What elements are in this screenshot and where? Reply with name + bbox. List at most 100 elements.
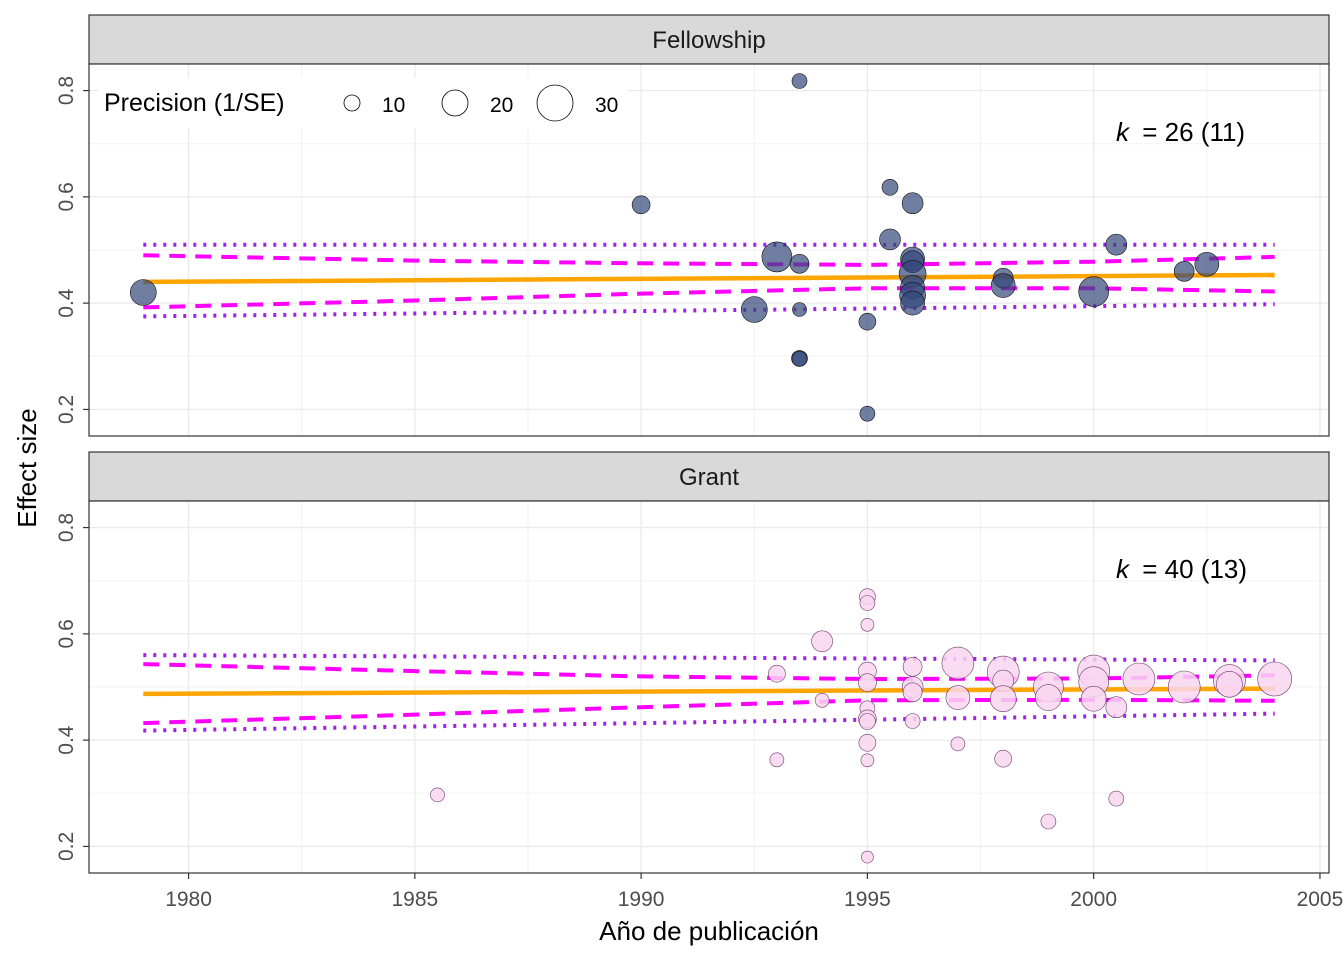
y-tick-label: 0.2 bbox=[55, 832, 78, 861]
data-point-grant-8 bbox=[860, 617, 875, 632]
data-point-fellowship-14 bbox=[901, 192, 924, 214]
y-tick-label: 0.4 bbox=[55, 725, 78, 755]
data-point-grant-5 bbox=[814, 692, 830, 708]
y-axis-grant: 0.2 0.4 0.6 0.8 bbox=[55, 513, 89, 861]
y-axis-fellowship: 0.2 0.4 0.6 0.8 bbox=[55, 76, 89, 424]
confidence-band-upper bbox=[143, 662, 1275, 682]
data-point-grant-27 bbox=[994, 749, 1013, 768]
grid-grant bbox=[89, 501, 1329, 873]
x-axis-title: Año de publicación bbox=[599, 916, 819, 946]
data-point-fellowship-7 bbox=[792, 302, 807, 317]
data-point-grant-21 bbox=[941, 646, 975, 680]
plot-border-grant bbox=[88, 500, 1330, 874]
data-point-grant-15 bbox=[860, 753, 875, 768]
regression-line bbox=[143, 272, 1275, 285]
y-tick-label: 0.2 bbox=[55, 395, 78, 424]
panel-grant: Grant 0.2 0.4 0.6 0.8 k = 40 (13) bbox=[55, 451, 1330, 874]
x-tick-label: 2005 bbox=[1297, 888, 1344, 911]
data-point-grant-40 bbox=[1257, 661, 1292, 697]
strip-label-fellowship: Fellowship bbox=[652, 27, 765, 54]
data-point-grant-22 bbox=[945, 685, 971, 710]
data-point-fellowship-22 bbox=[990, 273, 1016, 298]
y-tick-label: 0.6 bbox=[55, 619, 78, 648]
data-point-grant-14 bbox=[858, 733, 877, 752]
k-annotation-fellowship: k = 26 (11) bbox=[1116, 117, 1245, 147]
data-point-fellowship-10 bbox=[858, 312, 877, 331]
panel-fellowship: Fellowship 0.2 0.4 0.6 0.8 k = 26 (11) bbox=[55, 14, 1330, 437]
data-point-grant-19 bbox=[902, 682, 923, 703]
data-point-fellowship-24 bbox=[1105, 233, 1128, 256]
data-point-grant-35 bbox=[1108, 790, 1125, 807]
data-point-grant-26 bbox=[989, 685, 1017, 713]
x-tick-label: 1985 bbox=[391, 888, 438, 911]
legend-label-30: 30 bbox=[595, 94, 618, 117]
data-point-fellowship-4 bbox=[761, 241, 793, 273]
legend-label-20: 20 bbox=[490, 94, 513, 117]
confidence-band-lower bbox=[143, 286, 1275, 310]
data-point-grant-17 bbox=[902, 656, 923, 677]
data-point-grant-4 bbox=[811, 630, 833, 653]
data-point-grant-23 bbox=[950, 736, 966, 752]
data-point-grant-1 bbox=[430, 787, 445, 803]
data-point-grant-37 bbox=[1167, 670, 1201, 704]
legend-key-20 bbox=[441, 89, 469, 117]
data-point-grant-3 bbox=[769, 752, 785, 768]
legend-label-10: 10 bbox=[382, 94, 405, 117]
x-tick-label: 1990 bbox=[618, 888, 665, 911]
confidence-band-lower bbox=[143, 697, 1275, 726]
data-point-fellowship-6 bbox=[789, 253, 810, 274]
strip-fellowship bbox=[88, 14, 1330, 65]
x-tick-label: 1980 bbox=[165, 888, 212, 911]
data-point-fellowship-12 bbox=[881, 179, 899, 196]
data-point-fellowship-9 bbox=[791, 351, 808, 367]
data-point-fellowship-11 bbox=[859, 405, 876, 422]
y-axis-title: Effect size bbox=[12, 408, 42, 527]
k-value-grant: = 40 (13) bbox=[1142, 554, 1247, 584]
legend: Precision (1/SE) 10 20 30 bbox=[98, 78, 628, 128]
prediction-interval-lower bbox=[143, 302, 1275, 319]
data-point-grant-36 bbox=[1122, 662, 1156, 696]
y-tick-label: 0.6 bbox=[55, 182, 78, 211]
legend-entries: 10 20 30 bbox=[343, 84, 618, 122]
data-point-grant-2 bbox=[768, 664, 786, 683]
data-point-grant-39 bbox=[1216, 670, 1243, 698]
plot-border-fellowship bbox=[88, 63, 1330, 437]
data-point-fellowship-23 bbox=[1078, 276, 1109, 307]
data-point-grant-34 bbox=[1105, 696, 1128, 719]
data-point-grant-13 bbox=[859, 713, 876, 730]
legend-key-10 bbox=[343, 94, 361, 112]
lines-fellowship bbox=[143, 242, 1275, 319]
strip-label-grant: Grant bbox=[679, 464, 739, 491]
data-point-fellowship-1 bbox=[130, 279, 157, 306]
legend-key-30 bbox=[536, 84, 574, 122]
k-value-fellowship: = 26 (11) bbox=[1142, 117, 1245, 147]
x-tick-label: 1995 bbox=[844, 888, 891, 911]
data-point-fellowship-2 bbox=[631, 195, 651, 215]
data-point-grant-30 bbox=[1040, 813, 1057, 830]
y-tick-label: 0.4 bbox=[55, 288, 78, 318]
confidence-band-upper bbox=[143, 253, 1275, 267]
data-point-grant-33 bbox=[1080, 685, 1107, 712]
points-grant bbox=[430, 588, 1292, 864]
data-point-grant-29 bbox=[1035, 684, 1062, 711]
y-tick-label: 0.8 bbox=[55, 513, 78, 542]
k-symbol-fellowship: k bbox=[1116, 117, 1131, 147]
legend-title: Precision (1/SE) bbox=[104, 89, 285, 117]
points-fellowship bbox=[130, 73, 1220, 422]
data-point-fellowship-13 bbox=[879, 228, 901, 251]
data-point-fellowship-26 bbox=[1194, 251, 1220, 277]
data-point-grant-10 bbox=[858, 673, 877, 693]
data-point-fellowship-20 bbox=[900, 290, 925, 316]
prediction-interval-lower bbox=[143, 711, 1275, 733]
x-axis: 1980 1985 1990 1995 2000 2005 bbox=[165, 873, 1343, 911]
k-annotation-grant: k = 40 (13) bbox=[1116, 554, 1247, 584]
data-point-fellowship-5 bbox=[791, 73, 808, 89]
data-point-fellowship-3 bbox=[740, 296, 768, 323]
data-point-grant-7 bbox=[859, 595, 876, 611]
data-point-grant-16 bbox=[861, 850, 874, 864]
data-point-grant-20 bbox=[904, 713, 921, 729]
x-tick-label: 2000 bbox=[1070, 888, 1117, 911]
data-point-fellowship-25 bbox=[1173, 260, 1195, 282]
y-tick-label: 0.8 bbox=[55, 76, 78, 105]
